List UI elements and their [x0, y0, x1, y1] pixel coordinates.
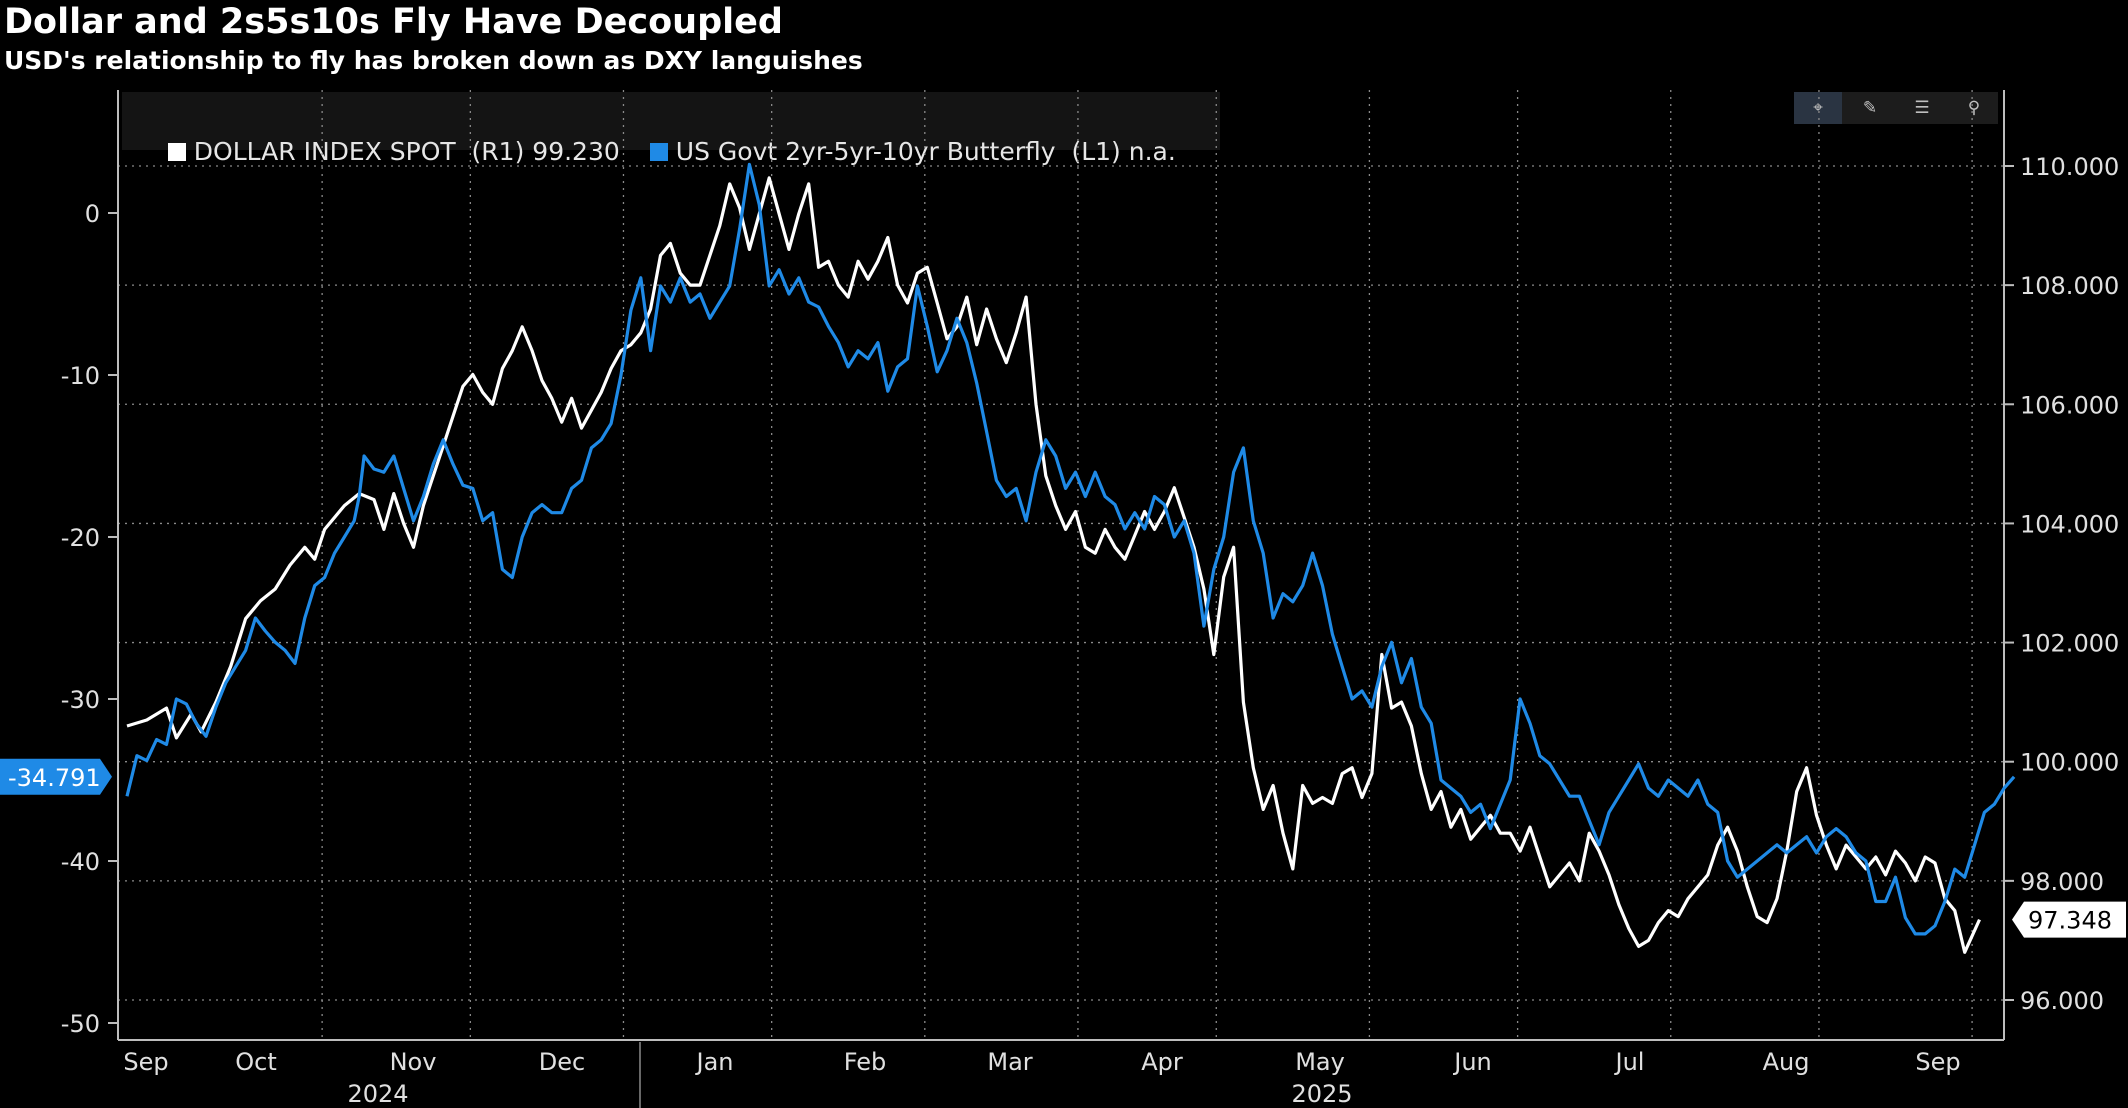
left-tick-label: -20: [61, 524, 100, 552]
left-tick-label: -40: [61, 848, 100, 876]
x-month-label: Sep: [123, 1048, 168, 1076]
chart-title: Dollar and 2s5s10s Fly Have Decoupled: [4, 2, 783, 42]
legend-item-dxy[interactable]: DOLLAR INDEX SPOT (R1) 99.230: [136, 108, 620, 195]
pencil-icon[interactable]: ✎: [1862, 98, 1878, 117]
legend-swatch-fly: [649, 143, 668, 161]
legend-item-fly[interactable]: US Govt 2yr-5yr-10yr Butterfly (L1) n.a.: [618, 108, 1176, 195]
series-line-fly: [125, 162, 2016, 936]
left-tick-label: 0: [85, 200, 100, 228]
x-month-label: Oct: [235, 1048, 277, 1076]
legend-label-fly: US Govt 2yr-5yr-10yr Butterfly (L1) n.a.: [675, 137, 1176, 166]
left-tick-label: -30: [61, 686, 100, 714]
x-month-label: Aug: [1763, 1048, 1810, 1076]
x-month-label: Dec: [539, 1048, 585, 1076]
x-month-label: Mar: [987, 1048, 1032, 1076]
legend-label-dxy: DOLLAR INDEX SPOT (R1) 99.230: [193, 137, 620, 166]
crosshair-icon[interactable]: ⌖: [1794, 92, 1842, 124]
right-tick-label: 108.000: [2020, 272, 2119, 300]
list-icon[interactable]: ☰: [1914, 98, 1930, 117]
x-month-label: May: [1295, 1048, 1345, 1076]
x-month-label: Jan: [695, 1048, 734, 1076]
right-tick-label: 110.000: [2020, 153, 2119, 181]
x-month-label: Sep: [1915, 1048, 1960, 1076]
chart-toolbar: ⌖ ✎ ☰ ⚲: [1794, 92, 1998, 124]
last-value-tag-fly: [0, 758, 112, 795]
x-month-label: Apr: [1141, 1048, 1183, 1076]
x-month-label: Jun: [1452, 1048, 1492, 1076]
chart-subtitle: USD's relationship to fly has broken dow…: [4, 46, 863, 75]
right-tick-label: 100.000: [2020, 749, 2119, 777]
last-value-tag-dxy: [2012, 901, 2126, 938]
legend: DOLLAR INDEX SPOT (R1) 99.230 US Govt 2y…: [122, 92, 1220, 166]
x-month-label: Jul: [1614, 1048, 1645, 1076]
series-line-dxy: [126, 176, 1981, 954]
left-tick-label: -10: [61, 362, 100, 390]
x-month-label: Nov: [390, 1048, 437, 1076]
right-tick-label: 98.000: [2020, 868, 2104, 896]
last-value-label-fly: -34.791: [8, 764, 101, 792]
last-value-label-dxy: 97.348: [2028, 907, 2112, 935]
x-year-label: 2025: [1291, 1080, 1352, 1108]
right-tick-label: 106.000: [2020, 391, 2119, 419]
left-tick-label: -50: [61, 1010, 100, 1038]
x-month-label: Feb: [844, 1048, 887, 1076]
legend-swatch-dxy: [167, 143, 186, 161]
right-tick-label: 104.000: [2020, 510, 2119, 538]
right-tick-label: 102.000: [2020, 630, 2119, 658]
x-year-label: 2024: [347, 1080, 408, 1108]
right-tick-label: 96.000: [2020, 987, 2104, 1015]
zoom-icon[interactable]: ⚲: [1967, 98, 1981, 117]
